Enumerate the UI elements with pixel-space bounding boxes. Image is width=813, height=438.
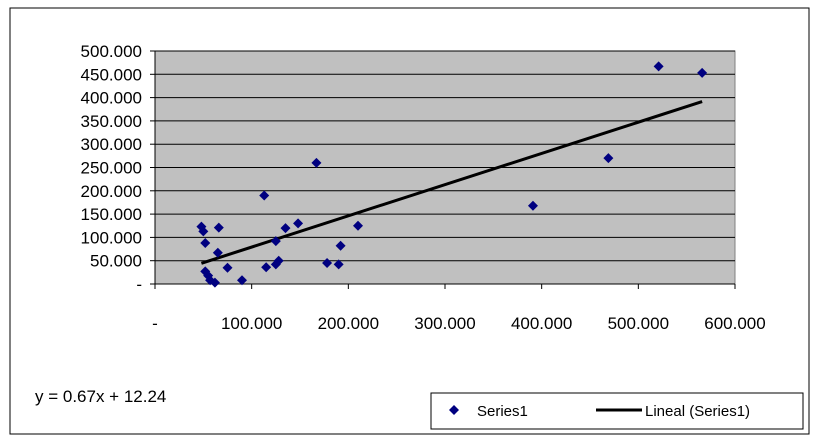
data-point-21 [335, 240, 346, 251]
data-point-26 [697, 67, 708, 78]
data-point-6 [209, 277, 220, 288]
data-point-24 [603, 153, 614, 164]
y-tick-label-7: 350.000 [81, 112, 142, 131]
data-point-14 [270, 236, 281, 247]
data-point-20 [333, 259, 344, 270]
legend: Series1 Lineal (Series1) [430, 392, 804, 430]
data-point-18 [311, 157, 322, 168]
y-tick-label-5: 250.000 [81, 159, 142, 178]
data-point-2 [200, 237, 211, 248]
x-axis-ticks: - 100.000 200.000 300.000 400.000 500.000 600.… [152, 284, 766, 333]
legend-series1-marker-icon [449, 405, 459, 415]
data-point-7 [213, 222, 224, 233]
data-point-19 [322, 258, 333, 269]
x-tick-label-2: 200.000 [318, 314, 379, 333]
data-point-10 [237, 275, 247, 286]
data-points [196, 61, 708, 288]
data-point-11 [259, 190, 270, 201]
trendline [200, 100, 703, 265]
x-tick-label-5: 500.000 [608, 314, 669, 333]
trendline-equation: y = 0.67x + 12.24 [35, 387, 166, 406]
data-point-12 [261, 262, 272, 273]
y-tick-label-10: 500.000 [81, 42, 142, 61]
y-tick-label-6: 300.000 [81, 135, 142, 154]
data-point-1 [198, 226, 209, 237]
y-tick-label-3: 150.000 [81, 205, 142, 224]
data-point-25 [653, 61, 664, 72]
x-tick-label-4: 400.000 [511, 314, 572, 333]
gridlines [155, 50, 735, 262]
data-point-22 [353, 220, 363, 231]
x-tick-label-0: - [152, 314, 158, 333]
x-tick-label-3: 300.000 [414, 314, 475, 333]
y-tick-label-8: 400.000 [81, 89, 142, 108]
data-point-15 [273, 255, 284, 266]
y-tick-label-0: - [136, 275, 142, 294]
data-point-16 [280, 223, 291, 234]
y-tick-label-2: 100.000 [81, 228, 142, 247]
x-tick-label-1: 100.000 [221, 314, 282, 333]
y-tick-label-4: 200.000 [81, 182, 142, 201]
data-point-8 [212, 247, 223, 258]
data-point-23 [527, 200, 538, 211]
data-point-17 [293, 218, 304, 229]
legend-series1-label: Series1 [477, 403, 528, 420]
trendline-line [200, 100, 703, 265]
x-tick-label-6: 600.000 [704, 314, 765, 333]
y-tick-label-1: 50.000 [90, 252, 142, 271]
data-point-9 [222, 262, 233, 273]
y-axis-ticks: - 50.000 100.000 150.000 200.000 250.000 300.0… [81, 42, 155, 294]
y-tick-label-9: 450.000 [81, 65, 142, 84]
legend-trendline-label: Lineal (Series1) [645, 403, 750, 420]
